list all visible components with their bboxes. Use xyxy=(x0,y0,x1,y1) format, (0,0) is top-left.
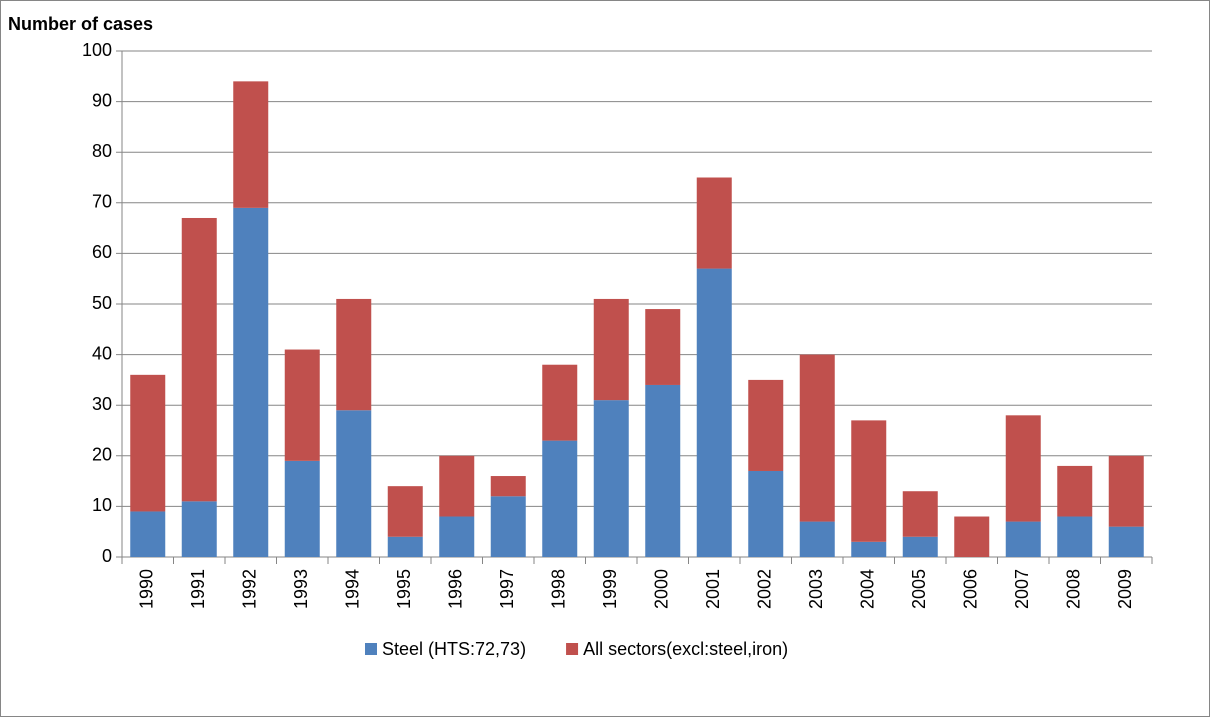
bar-segment xyxy=(851,541,887,557)
x-tick-label: 2003 xyxy=(806,569,826,609)
legend-label: All sectors(excl:steel,iron) xyxy=(583,639,788,659)
bar-segment xyxy=(130,374,166,512)
bar-segment xyxy=(542,364,578,441)
bar-segment xyxy=(336,298,372,411)
y-tick-label: 60 xyxy=(92,242,112,262)
x-tick-label: 2000 xyxy=(652,569,672,609)
x-tick-label: 1994 xyxy=(343,569,363,609)
x-tick-label: 1991 xyxy=(188,569,208,609)
bar-segment xyxy=(748,470,784,557)
bar-segment xyxy=(439,455,475,517)
x-tick-label: 1992 xyxy=(240,569,260,609)
bar-segment xyxy=(490,496,526,557)
bar-segment xyxy=(1057,465,1093,517)
bar-segment xyxy=(696,268,732,557)
bar-segment xyxy=(645,384,681,557)
y-tick-label: 0 xyxy=(102,546,112,566)
bar-segment xyxy=(593,298,629,401)
y-tick-label: 30 xyxy=(92,394,112,414)
x-tick-label: 2006 xyxy=(961,569,981,609)
x-tick-label: 1997 xyxy=(497,569,517,609)
x-tick-label: 1990 xyxy=(137,569,157,609)
x-tick-label: 2008 xyxy=(1064,569,1084,609)
x-tick-label: 1999 xyxy=(600,569,620,609)
bar-segment xyxy=(799,521,835,557)
x-tick-label: 1996 xyxy=(446,569,466,609)
y-tick-label: 50 xyxy=(92,293,112,313)
bar-segment xyxy=(1005,521,1041,557)
y-tick-label: 90 xyxy=(92,90,112,110)
x-tick-label: 2005 xyxy=(909,569,929,609)
x-tick-label: 2007 xyxy=(1012,569,1032,609)
x-tick-label: 2004 xyxy=(858,569,878,609)
legend-label: Steel (HTS:72,73) xyxy=(382,639,526,659)
y-tick-label: 80 xyxy=(92,141,112,161)
bar-segment xyxy=(181,217,217,502)
bar-segment xyxy=(233,81,269,208)
bar-segment xyxy=(645,309,681,385)
x-tick-label: 2002 xyxy=(755,569,775,609)
x-tick-label: 1998 xyxy=(549,569,569,609)
bar-segment xyxy=(130,511,166,557)
bar-segment xyxy=(181,501,217,557)
bar-segment xyxy=(902,491,938,537)
bar-segment xyxy=(387,486,423,537)
bar-segment xyxy=(233,207,269,558)
bar-segment xyxy=(748,379,784,471)
x-tick-label: 1995 xyxy=(394,569,414,609)
y-tick-label: 20 xyxy=(92,445,112,465)
bar-segment xyxy=(1108,526,1144,557)
bar-segment xyxy=(1057,516,1093,557)
y-axis-title: Number of cases xyxy=(8,14,153,34)
bar-segment xyxy=(284,349,320,461)
bar-segment xyxy=(954,516,990,557)
bar-segment xyxy=(336,410,372,557)
bar-segment xyxy=(542,440,578,557)
x-tick-label: 2009 xyxy=(1115,569,1135,609)
y-tick-label: 70 xyxy=(92,192,112,212)
bar-segment xyxy=(696,177,732,269)
legend-swatch xyxy=(566,643,579,655)
bar-segment xyxy=(1108,455,1144,527)
bar-segment xyxy=(439,516,475,557)
bar-segment xyxy=(902,536,938,557)
y-tick-label: 100 xyxy=(82,40,112,60)
x-tick-label: 1993 xyxy=(291,569,311,609)
bar-segment xyxy=(593,400,629,557)
bar-segment xyxy=(851,420,887,542)
x-tick-label: 2001 xyxy=(703,569,723,609)
bar-segment xyxy=(490,476,526,497)
bar-segment xyxy=(799,354,835,522)
bar-segment xyxy=(387,536,423,557)
bar-segment xyxy=(1005,415,1041,522)
bar-segment xyxy=(284,460,320,557)
y-tick-label: 40 xyxy=(92,343,112,363)
legend-swatch xyxy=(365,643,377,655)
y-tick-label: 10 xyxy=(92,495,112,515)
